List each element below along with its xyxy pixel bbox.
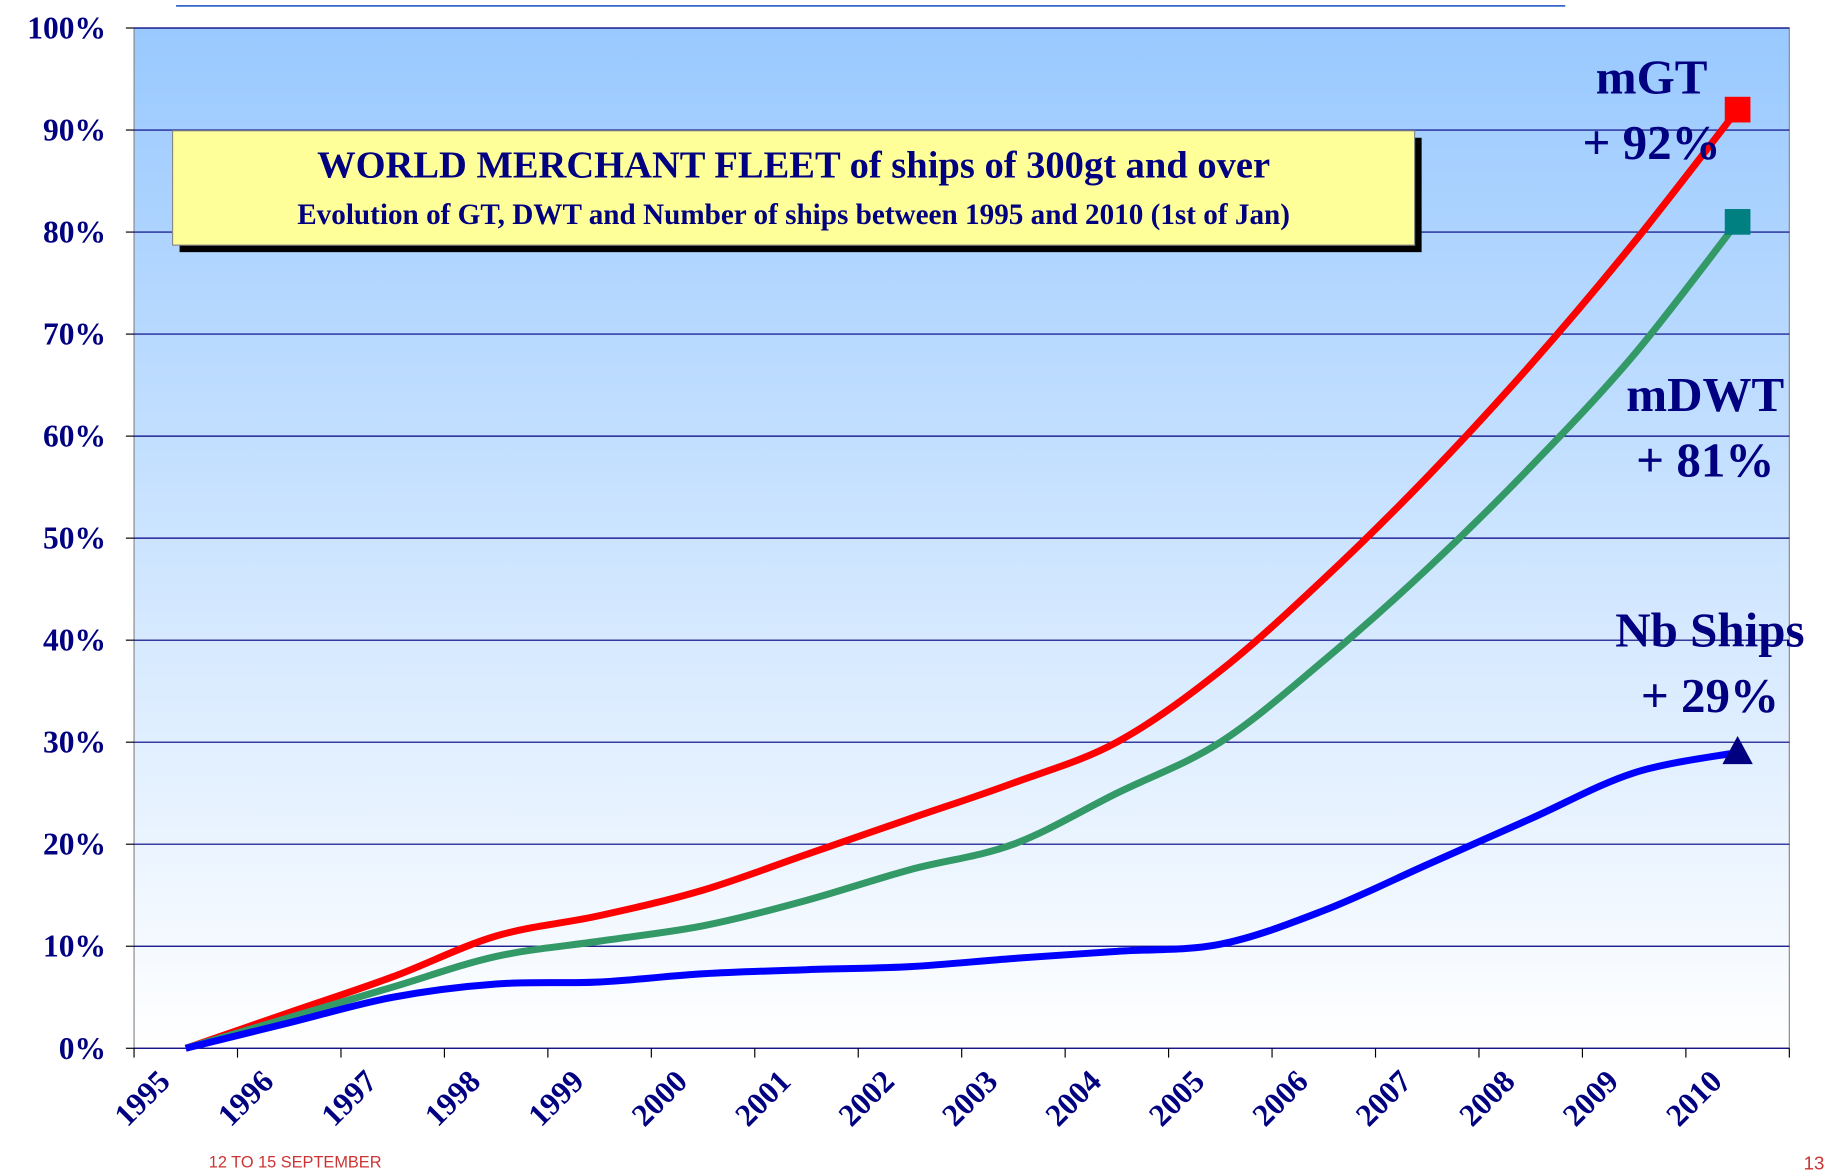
series-line — [184, 748, 1739, 1052]
series-annotation: + 92% — [1582, 115, 1720, 170]
y-tick-label: 40% — [43, 623, 106, 658]
chart-title: WORLD MERCHANT FLEET of ships of 300gt a… — [317, 144, 1270, 186]
x-tick-label: 2005 — [1142, 1063, 1211, 1132]
page-number: 13 — [1804, 1153, 1825, 1172]
end-marker — [1724, 96, 1751, 123]
series-annotation: + 81% — [1636, 432, 1774, 487]
y-tick-label: 10% — [43, 929, 106, 964]
x-tick-label: 1995 — [107, 1063, 176, 1132]
y-tick-label: 0% — [59, 1031, 106, 1066]
y-tick-label: 60% — [43, 419, 106, 454]
y-tick-label: 70% — [43, 317, 106, 352]
x-tick-label: 1997 — [314, 1063, 383, 1132]
x-tick-label: 2006 — [1245, 1063, 1314, 1132]
series-label: mDWT — [1626, 367, 1784, 422]
y-tick-label: 20% — [43, 827, 106, 862]
x-tick-label: 2007 — [1349, 1063, 1418, 1132]
x-tick-label: 1996 — [211, 1063, 280, 1132]
x-tick-label: 2003 — [935, 1063, 1004, 1132]
y-tick-label: 80% — [43, 215, 106, 250]
chart-subtitle: Evolution of GT, DWT and Number of ships… — [297, 199, 1290, 231]
end-marker — [1724, 209, 1751, 235]
end-marker — [1722, 736, 1753, 765]
y-tick-label: 90% — [43, 113, 106, 148]
x-tick-label: 2001 — [728, 1063, 797, 1132]
x-tick-label: 2008 — [1452, 1063, 1521, 1132]
series-label: mGT — [1596, 49, 1708, 104]
x-tick-label: 2010 — [1659, 1063, 1728, 1132]
series-annotation: + 29% — [1641, 668, 1779, 723]
series-line — [184, 107, 1741, 1052]
y-tick-label: 50% — [43, 521, 106, 556]
x-tick-label: 2004 — [1039, 1063, 1108, 1132]
y-tick-label: 100% — [27, 11, 106, 46]
x-tick-label: 2000 — [625, 1063, 694, 1132]
series-line — [184, 219, 1741, 1052]
footer-text: 12 TO 15 SEPTEMBER — [209, 1153, 382, 1171]
series-label: Nb Ships — [1615, 603, 1804, 658]
x-tick-label: 2002 — [832, 1063, 901, 1132]
title-box — [171, 130, 1416, 246]
y-tick-label: 30% — [43, 725, 106, 760]
x-tick-label: 1998 — [418, 1063, 487, 1132]
x-tick-label: 2009 — [1556, 1063, 1625, 1132]
x-tick-label: 1999 — [521, 1063, 590, 1132]
